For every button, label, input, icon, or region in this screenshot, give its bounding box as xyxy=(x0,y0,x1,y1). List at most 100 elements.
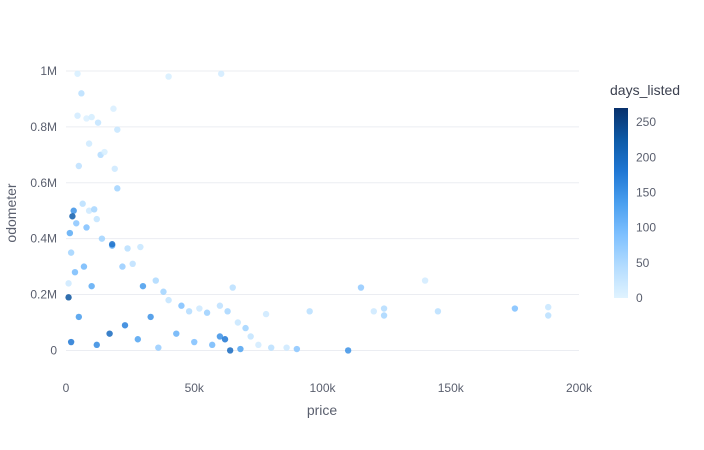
y-axis-title: odometer xyxy=(3,183,19,242)
scatter-point xyxy=(217,70,225,77)
scatter-point xyxy=(196,305,203,312)
scatter-point xyxy=(74,70,81,77)
scatter-point xyxy=(306,308,313,315)
scatter-point xyxy=(83,224,90,231)
y-tick-label: 0.4M xyxy=(30,232,57,246)
scatter-point xyxy=(545,303,552,311)
x-tick-label: 50k xyxy=(185,381,205,395)
scatter-point xyxy=(101,148,108,156)
scatter-point xyxy=(124,245,131,252)
scatter-point xyxy=(67,338,75,346)
scatter-point xyxy=(203,309,211,316)
scatter-point xyxy=(91,206,98,213)
x-tick-label: 150k xyxy=(438,381,465,395)
colorbar-tick-label: 100 xyxy=(636,221,656,235)
scatter-point xyxy=(293,345,301,353)
scatter-point xyxy=(160,288,167,295)
scatter-point xyxy=(78,90,85,97)
scatter-point xyxy=(110,105,117,112)
data-points xyxy=(65,70,552,354)
y-tick-label: 0 xyxy=(50,343,57,357)
scatter-point xyxy=(262,310,270,318)
scatter-point xyxy=(111,165,118,172)
scatter-point xyxy=(106,330,113,337)
scatter-point xyxy=(237,345,244,353)
scatter-point xyxy=(88,113,95,121)
scatter-point xyxy=(152,277,159,284)
scatter-point xyxy=(129,260,136,268)
scatter-point xyxy=(71,268,79,276)
scatter-point xyxy=(545,312,552,319)
scatter-point xyxy=(165,73,172,80)
x-tick-label: 0 xyxy=(63,381,70,395)
scatter-point xyxy=(85,207,93,214)
scatter-point xyxy=(73,220,80,227)
scatter-point xyxy=(234,319,242,326)
scatter-point xyxy=(83,115,90,122)
scatter-point xyxy=(66,229,74,237)
scatter-point xyxy=(178,302,185,309)
y-tick-label: 0.6M xyxy=(30,176,57,190)
colorbar-ticks: 0 50 100 150 200 250 xyxy=(636,115,656,305)
scatter-point xyxy=(216,302,224,309)
scatter-point xyxy=(93,215,100,223)
scatter-point xyxy=(226,347,234,354)
scatter-point xyxy=(75,162,83,170)
scatter-point xyxy=(357,284,365,291)
scatter-point xyxy=(191,338,198,346)
scatter-point xyxy=(165,296,172,304)
scatter-point xyxy=(93,341,100,349)
scatter-point xyxy=(242,324,249,332)
colorbar-tick-label: 0 xyxy=(636,291,643,305)
scatter-point xyxy=(114,185,121,192)
scatter-point xyxy=(255,341,262,349)
x-axis-ticks: 0 50k 100k 150k 200k xyxy=(63,381,593,395)
scatter-point xyxy=(108,241,116,248)
scatter-point xyxy=(98,235,106,242)
scatter-point xyxy=(344,347,352,354)
y-axis-ticks: 0 0.2M 0.4M 0.6M 0.8M 1M xyxy=(30,64,57,357)
y-tick-label: 0.2M xyxy=(30,288,57,302)
scatter-point xyxy=(65,294,72,301)
scatter-point xyxy=(147,313,154,321)
colorbar-bar xyxy=(614,108,628,298)
x-tick-label: 200k xyxy=(566,381,593,395)
scatter-point xyxy=(155,344,162,351)
scatter-point xyxy=(380,305,388,312)
scatter-point xyxy=(119,263,126,270)
scatter-point xyxy=(224,308,231,315)
scatter-point xyxy=(283,344,290,351)
scatter-point xyxy=(268,344,275,351)
scatter-point xyxy=(134,336,142,343)
y-tick-label: 1M xyxy=(40,64,57,78)
colorbar-tick-label: 250 xyxy=(636,115,656,129)
colorbar-tick-label: 150 xyxy=(636,185,656,199)
scatter-point xyxy=(137,243,144,251)
scatter-point xyxy=(247,333,254,340)
scatter-point xyxy=(74,112,81,119)
scatter-point xyxy=(65,280,72,287)
scatter-point xyxy=(69,213,76,220)
scatter-point xyxy=(434,308,442,315)
scatter-point xyxy=(79,200,86,207)
scatter-point xyxy=(88,282,95,290)
scatter-point xyxy=(75,313,83,321)
scatter-point xyxy=(216,333,224,340)
scatter-point xyxy=(94,119,102,126)
x-axis-title: price xyxy=(307,402,338,418)
scatter-point xyxy=(380,312,388,319)
scatter-point xyxy=(70,207,77,214)
scatter-point xyxy=(121,322,129,329)
scatter-point xyxy=(511,305,519,312)
scatter-point xyxy=(139,282,147,290)
colorbar: days_listed 0 50 100 150 200 250 xyxy=(610,82,680,305)
colorbar-tick-label: 200 xyxy=(636,150,656,164)
scatter-point xyxy=(185,308,193,315)
scatter-point xyxy=(221,336,229,343)
scatter-point xyxy=(421,277,429,284)
scatter-point xyxy=(67,249,75,256)
y-tick-label: 0.8M xyxy=(30,120,57,134)
scatter-point xyxy=(85,140,93,147)
colorbar-tick-label: 50 xyxy=(636,256,650,270)
